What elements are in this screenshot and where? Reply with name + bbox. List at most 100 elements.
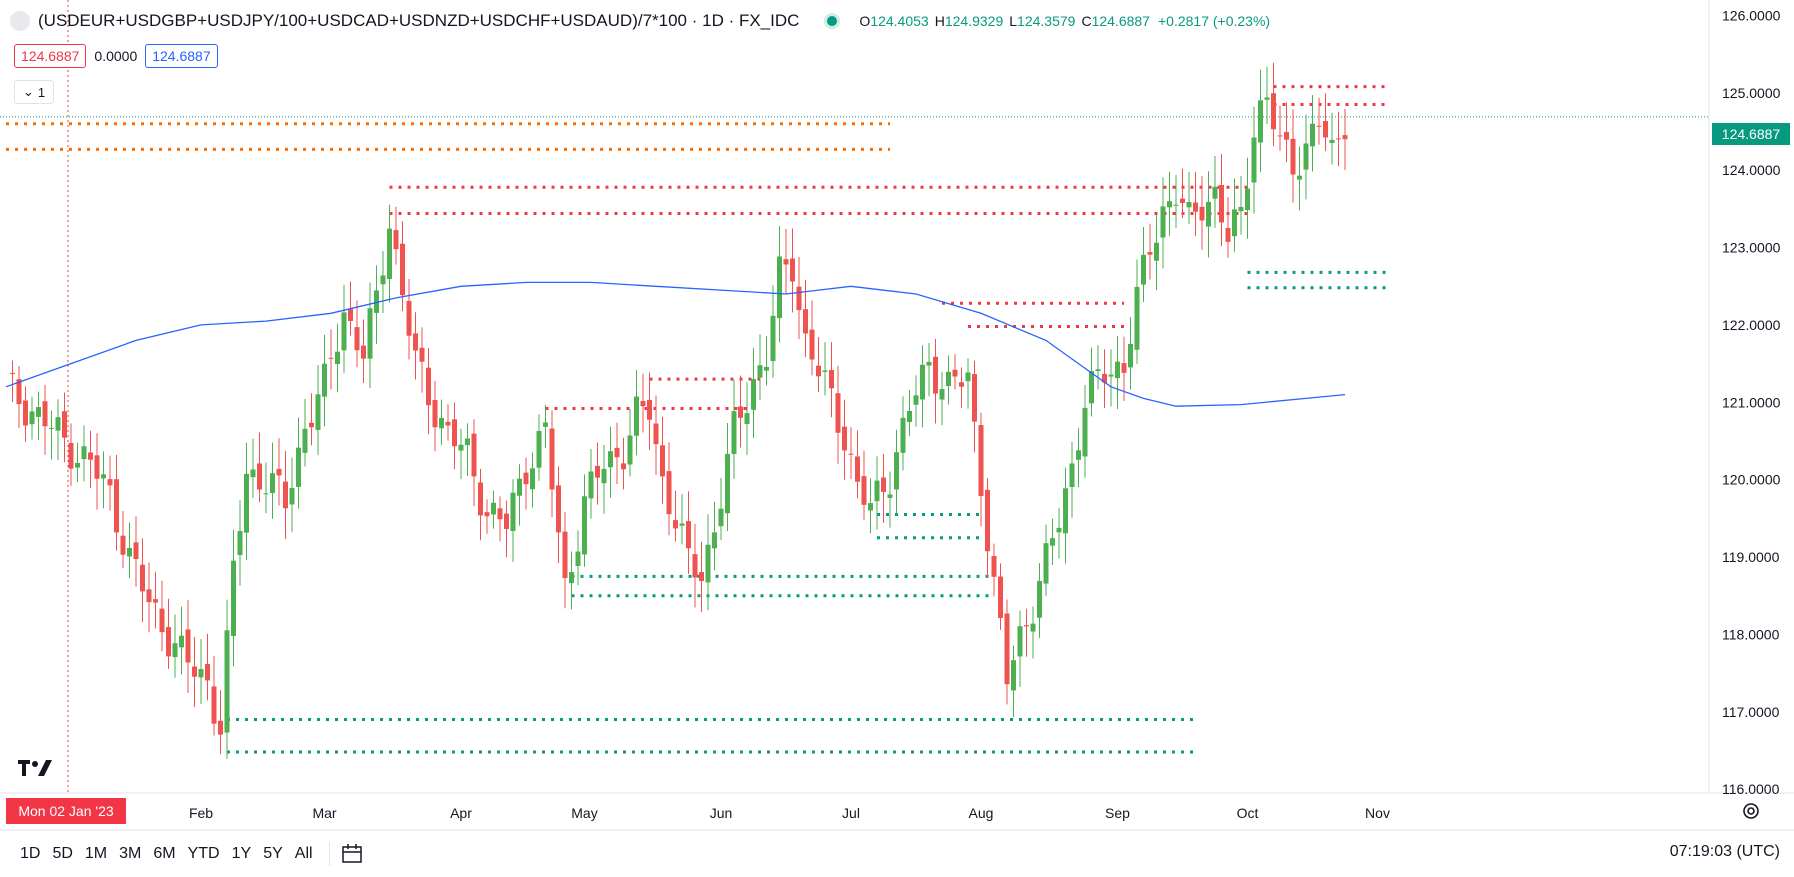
candle-body bbox=[985, 489, 990, 552]
candle-body bbox=[302, 428, 308, 453]
candle-body bbox=[504, 513, 509, 530]
candle-body bbox=[920, 364, 925, 400]
candle-body bbox=[120, 535, 126, 555]
candle-body bbox=[380, 275, 386, 285]
candle-body bbox=[874, 480, 880, 502]
candle-body bbox=[796, 286, 802, 311]
gear-icon[interactable] bbox=[1740, 800, 1762, 822]
candle-body bbox=[809, 329, 815, 360]
candle-body bbox=[757, 365, 763, 378]
candle-body bbox=[367, 308, 373, 359]
candle-body bbox=[887, 494, 893, 498]
y-tick-label: 119.0000 bbox=[1722, 549, 1780, 565]
range-1y-button[interactable]: 1Y bbox=[231, 844, 252, 862]
candle-body bbox=[231, 560, 236, 637]
candle-body bbox=[965, 372, 971, 382]
ohlc-values: O124.4053 H124.9329 L124.3579 C124.6887 … bbox=[859, 13, 1270, 29]
y-tick-label: 125.0000 bbox=[1722, 85, 1781, 101]
y-tick-label: 122.0000 bbox=[1722, 317, 1781, 333]
range-1d-button[interactable]: 1D bbox=[20, 844, 41, 862]
candle-body bbox=[952, 369, 958, 377]
candle-body bbox=[1082, 407, 1088, 457]
candle-body bbox=[283, 481, 288, 509]
chevron-down-icon: ⌄ bbox=[22, 84, 34, 99]
indicator-values: 124.6887 0.0000 124.6887 bbox=[14, 44, 218, 68]
goto-date-icon[interactable] bbox=[340, 842, 366, 866]
x-tick-label: Mar bbox=[312, 805, 336, 821]
candle-body bbox=[549, 428, 555, 490]
candle-body bbox=[770, 315, 776, 362]
candle-body bbox=[289, 487, 295, 505]
tradingview-logo-icon[interactable] bbox=[18, 758, 54, 784]
toolbar-divider bbox=[328, 841, 330, 866]
candle-body bbox=[244, 473, 249, 533]
y-tick-label: 120.0000 bbox=[1722, 472, 1781, 488]
candle-body bbox=[250, 469, 256, 478]
candle-body bbox=[1102, 373, 1107, 383]
indicator-count: 1 bbox=[37, 84, 46, 100]
candle-body bbox=[978, 425, 984, 496]
candle-body bbox=[1037, 580, 1042, 618]
candle-body bbox=[322, 363, 327, 397]
candle-body bbox=[803, 309, 808, 334]
candle-body bbox=[432, 400, 438, 428]
horizontal-levels bbox=[6, 85, 1391, 754]
candle-body bbox=[335, 351, 340, 365]
candle-body bbox=[608, 451, 613, 468]
candle-body bbox=[673, 520, 678, 529]
range-3m-button[interactable]: 3M bbox=[119, 844, 142, 862]
candle-body bbox=[1342, 135, 1348, 140]
range-6m-button[interactable]: 6M bbox=[153, 844, 176, 862]
candle-body bbox=[829, 370, 834, 389]
ohlc-low: L124.3579 bbox=[1009, 13, 1076, 29]
range-5d-button[interactable]: 5D bbox=[52, 844, 73, 862]
candle-body bbox=[595, 465, 600, 478]
candle-body bbox=[1160, 206, 1166, 238]
y-tick-label: 118.0000 bbox=[1722, 626, 1780, 642]
chart-header: (USDEUR+USDGBP+USDJPY/100+USDCAD+USDNZD+… bbox=[10, 10, 1270, 32]
y-tick-label: 123.0000 bbox=[1722, 240, 1781, 256]
candle-body bbox=[107, 479, 113, 486]
candle-body bbox=[1232, 209, 1237, 237]
candle-body bbox=[738, 406, 743, 418]
market-status-icon bbox=[827, 16, 838, 26]
collapse-indicators-button[interactable]: ⌄ 1 bbox=[14, 80, 54, 104]
range-5y-button[interactable]: 5Y bbox=[263, 844, 283, 862]
candle-body bbox=[562, 531, 568, 579]
candle-body bbox=[1264, 97, 1270, 100]
candle-body bbox=[861, 476, 867, 505]
candle-body bbox=[315, 394, 321, 430]
candle-body bbox=[731, 411, 737, 454]
candle-body bbox=[88, 452, 93, 460]
candle-body bbox=[881, 477, 886, 492]
candle-body bbox=[81, 446, 87, 460]
candle-body bbox=[1310, 123, 1315, 147]
moving-average bbox=[5, 281, 1346, 407]
candle-body bbox=[1056, 527, 1062, 533]
range-1m-button[interactable]: 1M bbox=[84, 844, 108, 862]
candle-body bbox=[744, 413, 750, 424]
y-tick-label: 117.0000 bbox=[1722, 704, 1780, 720]
candle-body bbox=[842, 426, 847, 451]
candle-body bbox=[647, 400, 652, 420]
symbol-title[interactable]: (USDEUR+USDGBP+USDJPY/100+USDCAD+USDNZD+… bbox=[38, 11, 800, 30]
candle-body bbox=[55, 417, 61, 431]
candle-body bbox=[328, 357, 334, 359]
candle-body bbox=[1290, 138, 1296, 175]
candle-body bbox=[387, 228, 392, 280]
candle-body bbox=[296, 447, 301, 487]
candle-body bbox=[393, 230, 399, 250]
range-ytd-button[interactable]: YTD bbox=[187, 844, 220, 862]
candle-body bbox=[29, 411, 35, 425]
candle-body bbox=[894, 452, 899, 490]
range-all-button[interactable]: All bbox=[294, 844, 313, 862]
candle-body bbox=[1206, 201, 1211, 227]
candle-body bbox=[991, 555, 997, 577]
candle-body bbox=[179, 635, 184, 648]
candle-body bbox=[1219, 184, 1224, 223]
candle-body bbox=[621, 463, 626, 470]
candle-body bbox=[705, 544, 711, 583]
candle-body bbox=[413, 333, 418, 351]
candle-body bbox=[42, 401, 48, 427]
